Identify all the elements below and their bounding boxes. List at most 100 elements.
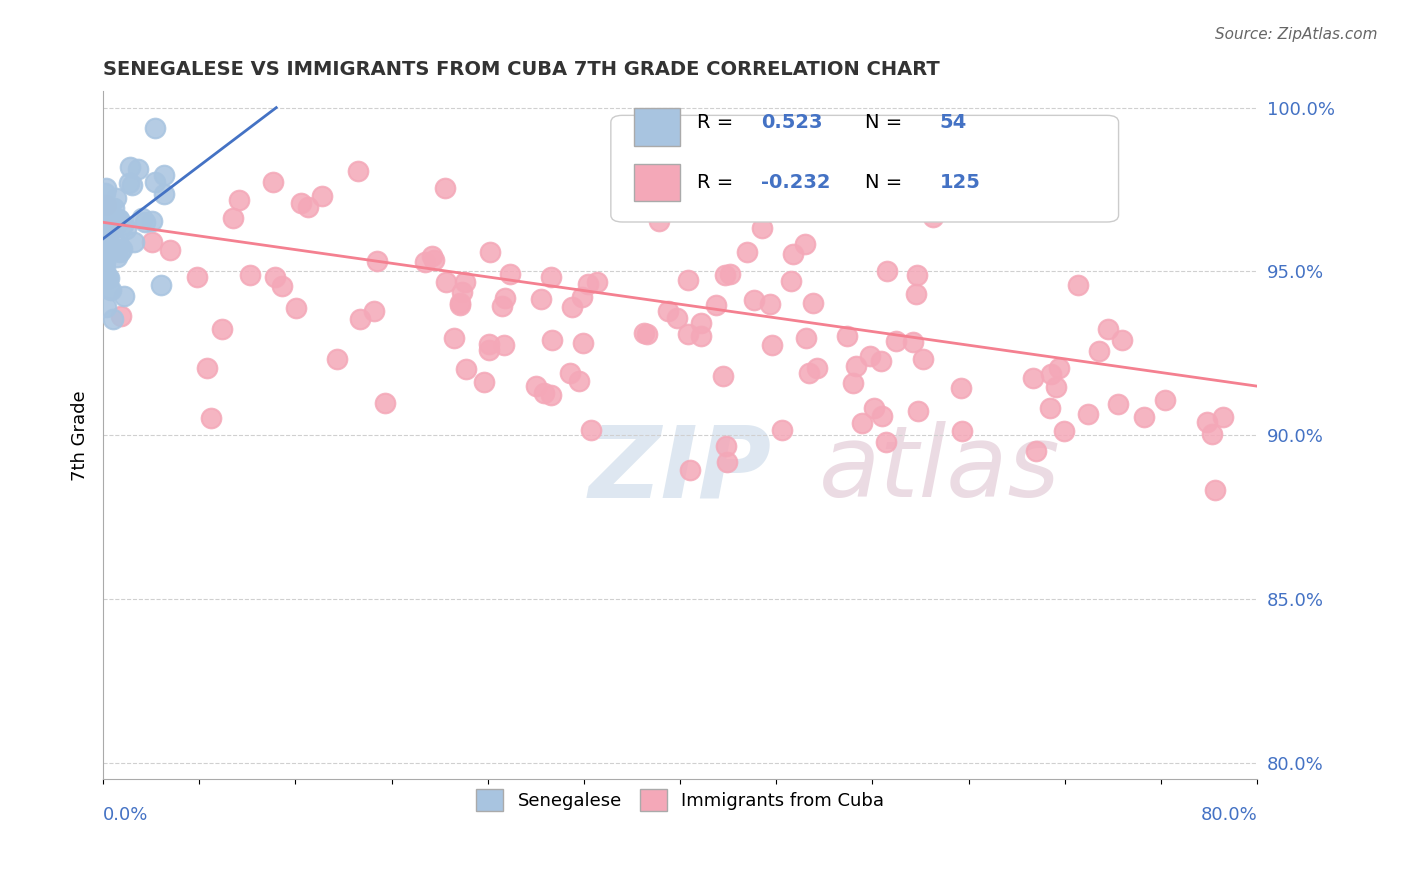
Point bbox=[845, 359, 868, 373]
Point bbox=[118, 160, 141, 174]
Point bbox=[121, 178, 143, 193]
Point bbox=[492, 338, 515, 352]
Point bbox=[434, 181, 457, 195]
Point bbox=[751, 221, 773, 235]
Point bbox=[576, 277, 599, 291]
Text: 80.0%: 80.0% bbox=[1201, 805, 1257, 823]
Point bbox=[572, 335, 595, 350]
Point bbox=[713, 369, 735, 384]
Point bbox=[211, 322, 233, 336]
Point bbox=[141, 214, 163, 228]
Point bbox=[422, 252, 444, 267]
Point bbox=[875, 435, 897, 450]
Point bbox=[443, 331, 465, 345]
Point bbox=[449, 298, 471, 312]
Point bbox=[579, 423, 602, 437]
Point bbox=[676, 273, 699, 287]
FancyBboxPatch shape bbox=[634, 109, 681, 146]
Point bbox=[842, 376, 865, 391]
Point bbox=[636, 326, 658, 341]
Point bbox=[797, 366, 820, 380]
Point bbox=[905, 268, 928, 282]
FancyBboxPatch shape bbox=[610, 115, 1119, 222]
Point bbox=[134, 215, 156, 229]
Point bbox=[1154, 393, 1177, 408]
Point bbox=[349, 312, 371, 326]
Point bbox=[1067, 278, 1090, 293]
Point bbox=[530, 292, 553, 306]
Text: Source: ZipAtlas.com: Source: ZipAtlas.com bbox=[1215, 27, 1378, 42]
Point bbox=[1025, 444, 1047, 458]
Point bbox=[150, 277, 173, 292]
Point bbox=[561, 301, 583, 315]
Point bbox=[108, 211, 131, 226]
Point bbox=[96, 244, 118, 258]
Point bbox=[96, 197, 118, 211]
Point bbox=[200, 411, 222, 425]
Point bbox=[143, 175, 166, 189]
Point bbox=[454, 275, 477, 289]
Point bbox=[100, 283, 122, 297]
Point bbox=[104, 217, 127, 231]
Point bbox=[347, 164, 370, 178]
Point bbox=[1022, 371, 1045, 385]
Point bbox=[98, 200, 121, 214]
Point bbox=[851, 416, 873, 430]
Point bbox=[262, 175, 284, 189]
Point bbox=[1039, 368, 1062, 382]
Point bbox=[713, 268, 735, 283]
Point bbox=[98, 282, 121, 296]
Point bbox=[1195, 415, 1218, 429]
Point bbox=[706, 298, 728, 312]
Point bbox=[93, 262, 115, 277]
Point bbox=[794, 331, 817, 345]
Point bbox=[152, 186, 174, 201]
Point bbox=[912, 351, 935, 366]
Point bbox=[456, 362, 478, 376]
Point bbox=[112, 218, 135, 232]
FancyBboxPatch shape bbox=[634, 163, 681, 202]
Point bbox=[679, 462, 702, 476]
Point bbox=[94, 250, 117, 264]
Point bbox=[110, 310, 132, 324]
Point bbox=[1204, 483, 1226, 497]
Point bbox=[413, 255, 436, 269]
Point bbox=[472, 375, 495, 389]
Point bbox=[901, 334, 924, 349]
Point bbox=[716, 455, 738, 469]
Point bbox=[93, 231, 115, 245]
Point bbox=[101, 220, 124, 235]
Point bbox=[633, 326, 655, 341]
Point bbox=[114, 289, 136, 303]
Text: 54: 54 bbox=[939, 112, 967, 132]
Point bbox=[271, 279, 294, 293]
Point bbox=[1045, 380, 1067, 394]
Point bbox=[714, 439, 737, 453]
Point bbox=[669, 202, 692, 217]
Point bbox=[950, 425, 973, 439]
Point bbox=[922, 210, 945, 224]
Point bbox=[806, 360, 828, 375]
Point bbox=[98, 235, 121, 249]
Text: 0.0%: 0.0% bbox=[103, 805, 149, 823]
Point bbox=[876, 264, 898, 278]
Point bbox=[127, 161, 149, 176]
Point bbox=[1077, 407, 1099, 421]
Point bbox=[870, 354, 893, 368]
Text: 0.523: 0.523 bbox=[761, 112, 823, 132]
Point bbox=[105, 250, 128, 264]
Point bbox=[770, 423, 793, 437]
Point bbox=[104, 217, 127, 231]
Point bbox=[801, 295, 824, 310]
Point bbox=[94, 300, 117, 314]
Point bbox=[690, 317, 713, 331]
Point bbox=[950, 381, 973, 395]
Point bbox=[742, 293, 765, 307]
Point bbox=[108, 238, 131, 252]
Point bbox=[93, 245, 115, 260]
Point bbox=[585, 275, 607, 289]
Point bbox=[1047, 360, 1070, 375]
Point bbox=[718, 267, 741, 281]
Point bbox=[143, 121, 166, 136]
Point bbox=[96, 217, 118, 231]
